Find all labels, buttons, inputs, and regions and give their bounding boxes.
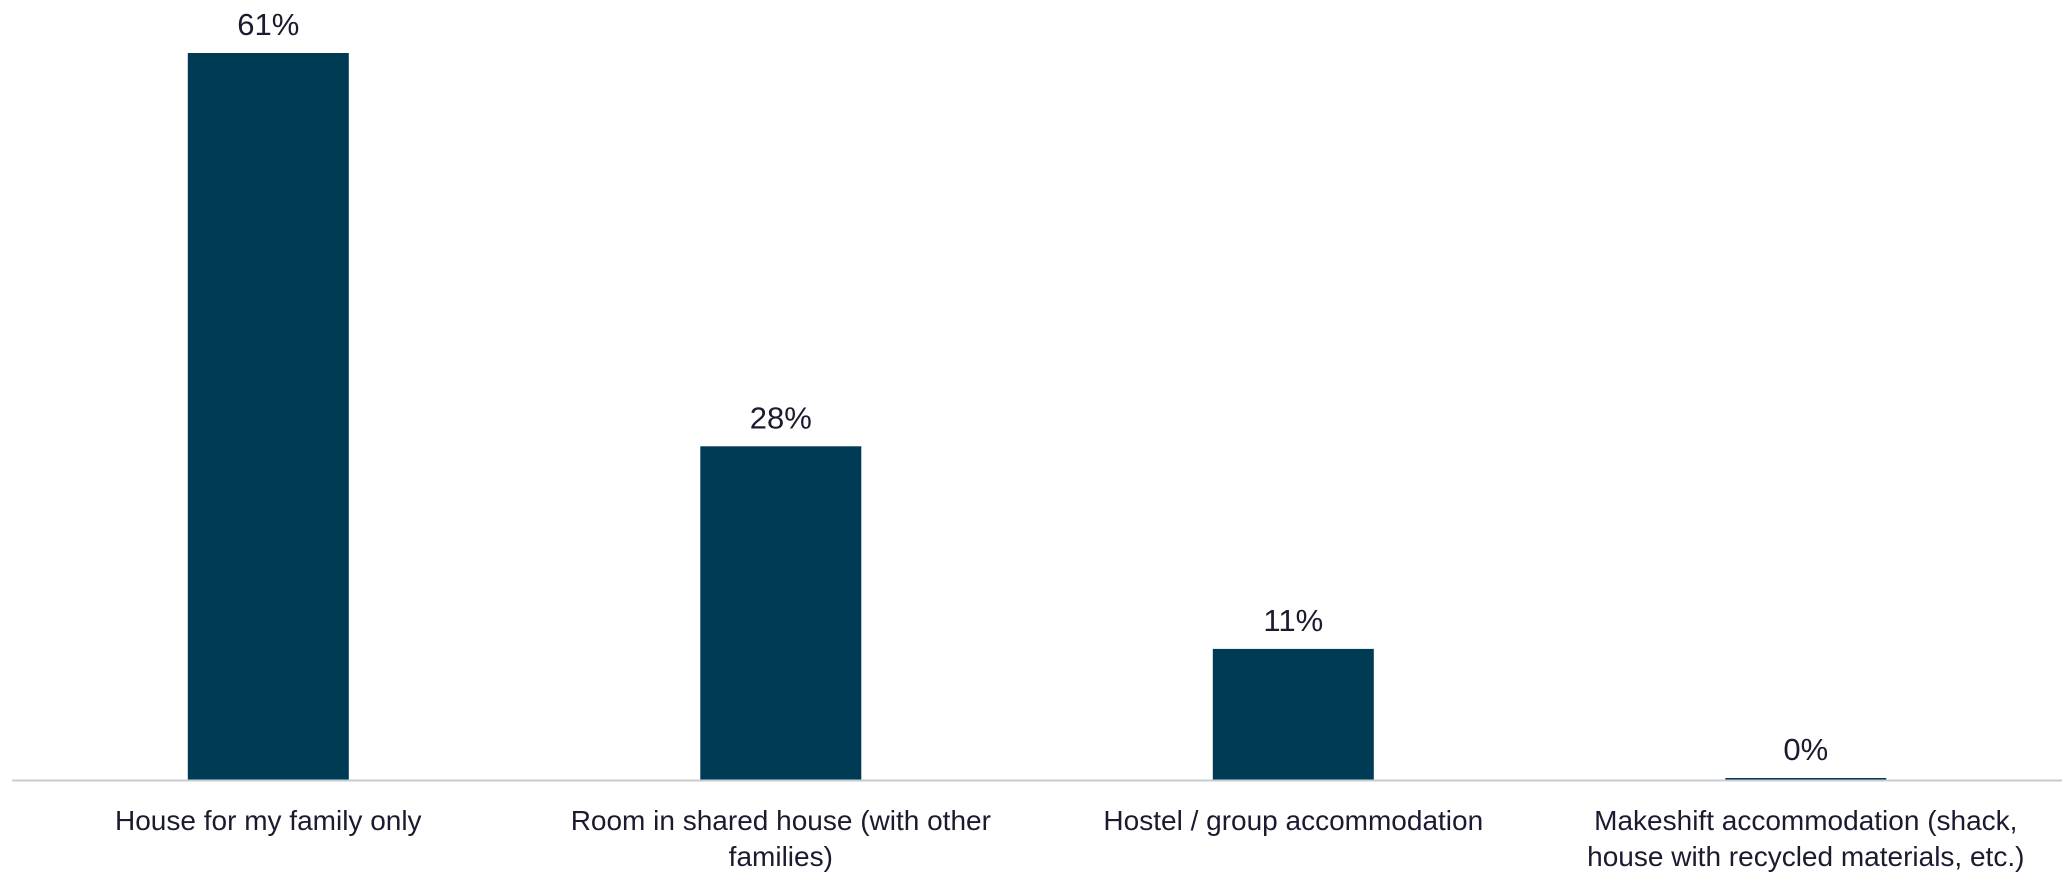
data-label-makeshift-accommodation-shack: 0%: [1783, 732, 1828, 767]
category-label-makeshift-accommodation-shack: Makeshift accommodation (shack, house wit…: [1587, 805, 2024, 872]
category-label-line: Room in shared house (with other: [571, 805, 991, 836]
category-label-line: House for my family only: [115, 805, 422, 836]
data-labels-layer: 61% 28% 11% 0%: [237, 7, 1828, 767]
bar-house-for-my: [187, 53, 349, 780]
bar-makeshift-accommodation-shack: [1725, 778, 1887, 780]
bar-hostel-group-accommodation: [1212, 648, 1374, 780]
category-label-line: house with recycled materials, etc.): [1587, 841, 2024, 872]
category-label-room-in-shared: Room in shared house (with other families…: [571, 805, 991, 872]
category-label-hostel-group-accommodation: Hostel / group accommodation: [1103, 805, 1483, 836]
category-label-line: Hostel / group accommodation: [1103, 805, 1483, 836]
category-labels-layer: House for my family only Room in shared h…: [115, 805, 2024, 872]
bars-layer: [187, 53, 1887, 780]
bar-room-in-shared: [700, 446, 862, 780]
data-label-house-for-my: 61%: [237, 7, 299, 42]
category-label-house-for-my: House for my family only: [115, 805, 422, 836]
category-label-line: Makeshift accommodation (shack,: [1594, 805, 2017, 836]
category-label-line: families): [729, 841, 833, 872]
data-label-room-in-shared: 28%: [750, 400, 812, 435]
data-label-hostel-group-accommodation: 11%: [1263, 603, 1323, 638]
